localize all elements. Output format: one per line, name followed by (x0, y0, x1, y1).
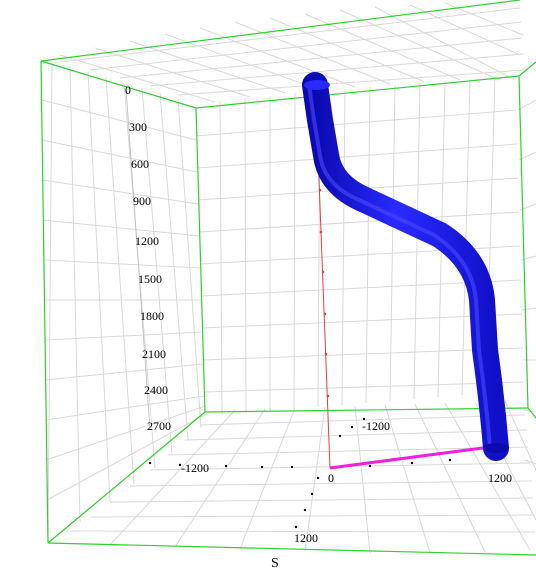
depth-label: 0 (125, 83, 131, 97)
depth-label: 900 (133, 194, 151, 208)
bounding-box-edges (40, 0, 536, 556)
east-neg-label: -1200 (181, 461, 209, 475)
north-neg-label: -1200 (362, 419, 390, 433)
floor-labels: 0 -1200 -1200 1200 1200 S (181, 419, 512, 571)
south-pos-label: 1200 (294, 531, 318, 545)
depth-label: 300 (129, 120, 147, 134)
wellbore-trajectory[interactable] (302, 72, 509, 461)
floor-axis-ticks (148, 417, 452, 529)
floor-grid (47, 400, 536, 554)
depth-label: 1500 (138, 272, 162, 286)
depth-label: 2100 (142, 347, 166, 361)
depth-label: 600 (131, 157, 149, 171)
depth-label: 1200 (135, 234, 159, 248)
depth-label: 1800 (140, 309, 164, 323)
depth-label: 2700 (147, 419, 171, 433)
depth-labels: 0 300 600 900 1200 1500 1800 2100 2400 2… (125, 83, 171, 433)
depth-axis (125, 87, 151, 431)
depth-label: 2400 (144, 383, 168, 397)
horizontal-displacement-line (329, 444, 499, 470)
south-axis-label: S (271, 556, 279, 571)
east-pos-label: 1200 (488, 471, 512, 485)
origin-label: 0 (328, 471, 334, 485)
